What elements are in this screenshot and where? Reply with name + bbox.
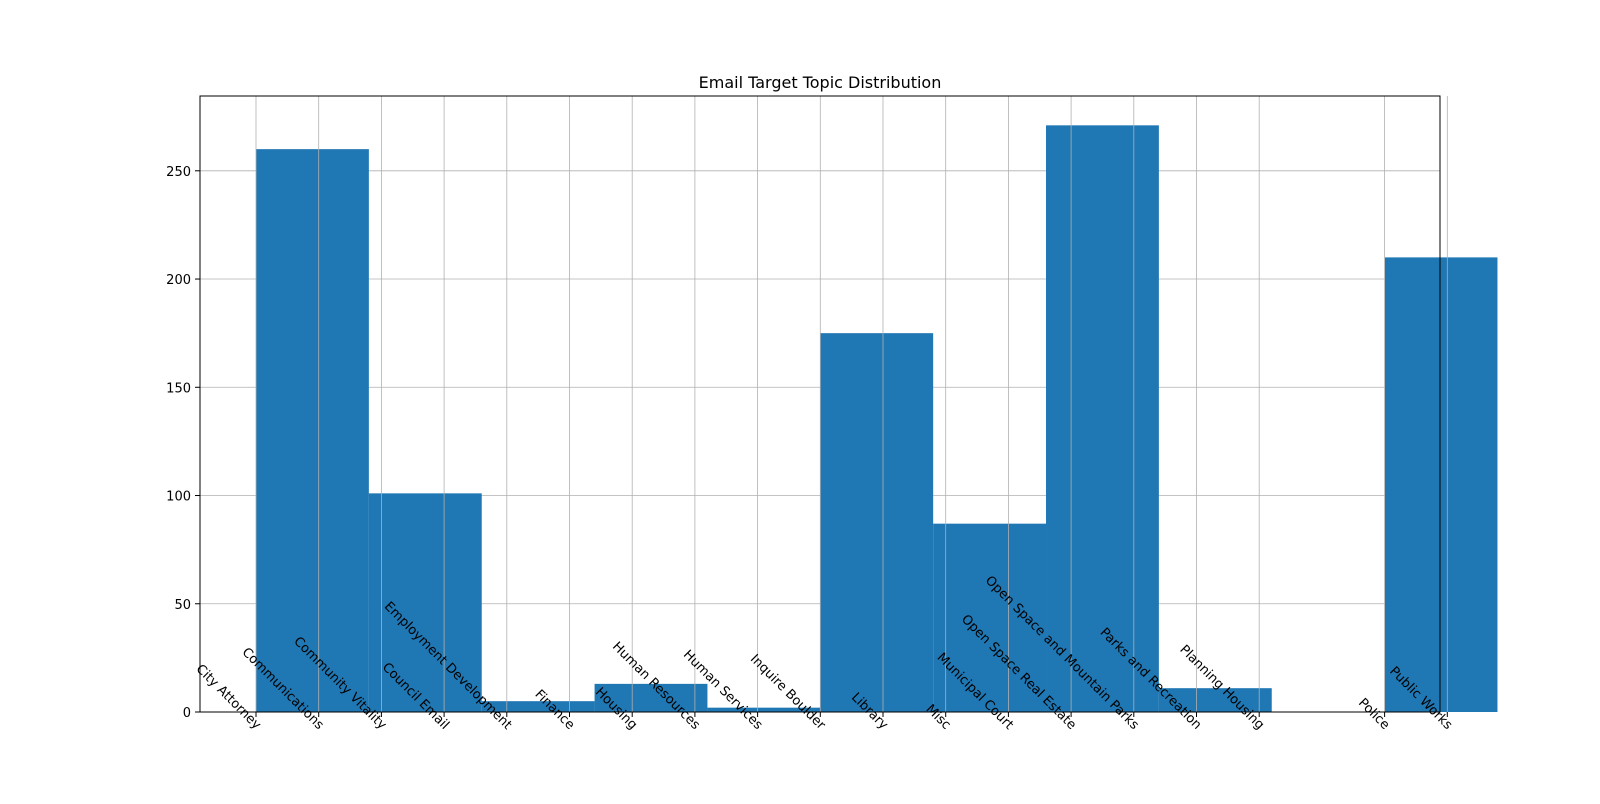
histogram-bar	[933, 523, 1047, 712]
y-axis: 0 50 100 150 200 250	[166, 165, 200, 721]
histogram-bar	[820, 333, 934, 712]
histogram-bar	[481, 701, 595, 712]
y-tick-label: 250	[166, 165, 191, 180]
histogram-bar	[1046, 125, 1159, 713]
histogram-bar	[707, 707, 821, 712]
y-tick-label: 0	[183, 706, 191, 721]
y-tick-label: 150	[166, 381, 191, 396]
histogram-bar	[256, 149, 369, 713]
chart-title: Email Target Topic Distribution	[699, 73, 942, 92]
histogram-bar	[368, 493, 482, 712]
histogram-bar	[1384, 257, 1498, 712]
vertical-grid-lines	[255, 96, 1448, 712]
y-tick-label: 200	[166, 273, 191, 288]
histogram-bar	[594, 683, 708, 712]
histogram-bar	[1158, 688, 1272, 712]
y-tick-label: 50	[174, 598, 191, 613]
y-tick-label: 100	[166, 490, 191, 505]
bars	[256, 125, 1498, 713]
